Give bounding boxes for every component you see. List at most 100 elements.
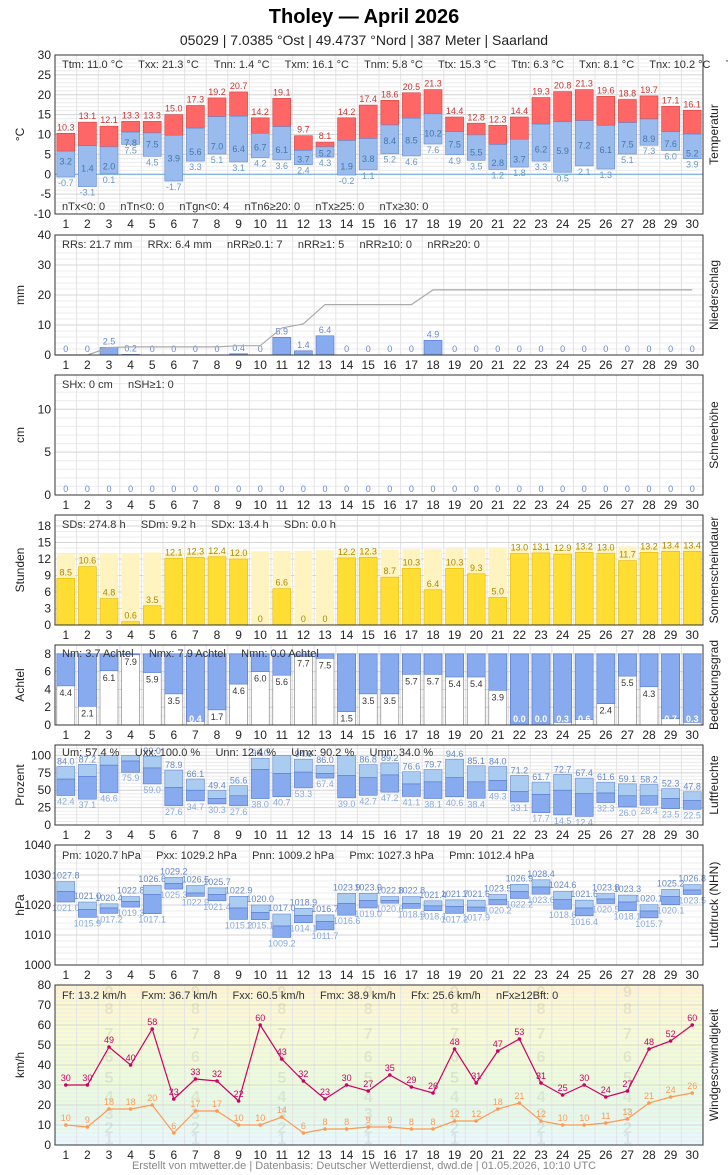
beaufort-number: 8 bbox=[623, 1001, 632, 1018]
beaufort-number: 3 bbox=[450, 1106, 459, 1123]
x-tick-label: 6 bbox=[170, 968, 177, 982]
humidity-max-label: 49.4 bbox=[208, 781, 226, 791]
temp-max-bar bbox=[510, 116, 529, 140]
wind-mean-label: 18 bbox=[104, 1097, 114, 1107]
y-tick-label: 60 bbox=[38, 1018, 52, 1032]
wind-gust-label: 30 bbox=[61, 1073, 71, 1083]
sun-label: 0.6 bbox=[124, 611, 137, 621]
humidity-lower-bar bbox=[56, 778, 76, 796]
cloud-label: 3.9 bbox=[492, 692, 505, 702]
temp-min-label: 1.8 bbox=[513, 168, 526, 178]
humidity-min-label: 47.2 bbox=[381, 793, 399, 803]
y-tick-label: 0 bbox=[44, 618, 51, 632]
temp-mean-label: 5.9 bbox=[556, 146, 569, 156]
y-tick-label: 100 bbox=[31, 748, 51, 762]
pressure-max-label: 1026.6 bbox=[138, 874, 166, 884]
y-tick-label: -10 bbox=[34, 207, 52, 221]
wind-mean-label: 10 bbox=[558, 1113, 568, 1123]
sun-label: 10.3 bbox=[446, 557, 464, 567]
pressure-upper-bar bbox=[164, 877, 184, 884]
temp-max-bar bbox=[531, 97, 551, 125]
temp-mean-bar bbox=[358, 138, 378, 171]
y-tick-label: 0 bbox=[44, 488, 51, 502]
snow-label: 0 bbox=[387, 484, 392, 494]
x-tick-label: 28 bbox=[642, 728, 656, 742]
x-tick-label: 8 bbox=[214, 217, 221, 231]
pressure-min-label: 1018.6 bbox=[549, 910, 577, 920]
temp-mean-bar bbox=[423, 113, 443, 145]
x-tick-label: 27 bbox=[621, 1148, 635, 1162]
humidity-lower-bar bbox=[510, 791, 529, 803]
beaufort-number: 9 bbox=[105, 984, 114, 1001]
x-tick-label: 5 bbox=[149, 828, 156, 842]
x-tick-label: 13 bbox=[318, 217, 332, 231]
x-tick-label: 16 bbox=[383, 498, 397, 512]
wind-mean-point bbox=[690, 1091, 694, 1095]
snow-label: 0 bbox=[668, 484, 673, 494]
sun-label: 6.6 bbox=[276, 578, 289, 588]
pressure-upper-bar bbox=[99, 903, 119, 909]
beaufort-number: 1 bbox=[105, 1131, 114, 1148]
wind-mean-point bbox=[560, 1123, 565, 1127]
x-tick-label: 25 bbox=[578, 358, 592, 372]
plot-border bbox=[54, 844, 704, 966]
humidity-min-label: 39.0 bbox=[338, 799, 356, 809]
humidity-min-label: 33.1 bbox=[511, 803, 529, 813]
pressure-min-label: 1025.3 bbox=[160, 890, 188, 900]
temp-mean-label: 7.6 bbox=[664, 139, 677, 149]
sun-bar bbox=[445, 568, 464, 626]
pressure-max-label: 1025.2 bbox=[657, 878, 685, 888]
temp-max-label: 21.3 bbox=[424, 79, 442, 89]
precip-bar bbox=[294, 350, 313, 356]
wind-mean-point bbox=[280, 1115, 284, 1119]
pressure-lower-bar bbox=[596, 898, 616, 904]
sun-bar bbox=[553, 553, 572, 626]
pressure-lower-bar bbox=[164, 883, 184, 890]
x-tick-label: 6 bbox=[170, 217, 177, 231]
wind-gust-label: 31 bbox=[536, 1071, 546, 1081]
beaufort-number: 1 bbox=[191, 1131, 200, 1148]
cloud-bar bbox=[142, 653, 162, 673]
pressure-upper-bar bbox=[445, 899, 464, 907]
sun-bar bbox=[207, 556, 227, 626]
x-tick-label: 12 bbox=[297, 828, 311, 842]
sun-bar bbox=[466, 573, 486, 626]
sun-label: 0 bbox=[301, 614, 306, 624]
humidity-max-label: 72.7 bbox=[554, 764, 572, 774]
y-axis-label: Achtel bbox=[13, 668, 27, 701]
temp-min-label: 7.5 bbox=[124, 145, 137, 155]
x-tick-label: 9 bbox=[235, 217, 242, 231]
cloud-label: 3.5 bbox=[384, 696, 397, 706]
sun-label: 10.6 bbox=[79, 556, 97, 566]
beaufort-number: 6 bbox=[364, 1049, 373, 1066]
x-tick-label: 10 bbox=[254, 628, 268, 642]
pressure-min-label: 1021.0 bbox=[52, 903, 80, 913]
x-tick-label: 15 bbox=[362, 828, 376, 842]
beaufort-number: 5 bbox=[537, 1070, 546, 1087]
wind-gust-point bbox=[128, 1063, 133, 1067]
x-tick-label: 7 bbox=[192, 358, 199, 372]
beaufort-number: 3 bbox=[277, 1106, 286, 1123]
wind-mean-point bbox=[366, 1125, 371, 1129]
beaufort-number: 3 bbox=[105, 1106, 114, 1123]
x-tick-label: 26 bbox=[599, 358, 613, 372]
humidity-max-label: 94.6 bbox=[446, 749, 464, 759]
y-tick-label: 10 bbox=[38, 402, 52, 416]
panel-side-label: Temperatur bbox=[707, 104, 721, 165]
cloud-bar bbox=[574, 653, 594, 720]
beaufort-number: 8 bbox=[277, 1001, 286, 1018]
x-tick-label: 17 bbox=[405, 728, 419, 742]
x-tick-label: 6 bbox=[170, 628, 177, 642]
temp-mean-bar bbox=[164, 134, 184, 182]
pressure-lower-bar bbox=[315, 921, 335, 931]
x-tick-label: 13 bbox=[318, 728, 332, 742]
temp-mean-label: 8.4 bbox=[384, 136, 397, 146]
y-tick-label: 8 bbox=[44, 647, 51, 661]
pressure-lower-bar bbox=[272, 925, 292, 938]
x-tick-label: 15 bbox=[362, 968, 376, 982]
x-tick-label: 11 bbox=[276, 828, 289, 842]
x-tick-label: 30 bbox=[686, 628, 700, 642]
x-tick-label: 6 bbox=[170, 1148, 177, 1162]
y-tick-label: 0 bbox=[44, 348, 51, 362]
wind-mean-point bbox=[517, 1101, 522, 1105]
